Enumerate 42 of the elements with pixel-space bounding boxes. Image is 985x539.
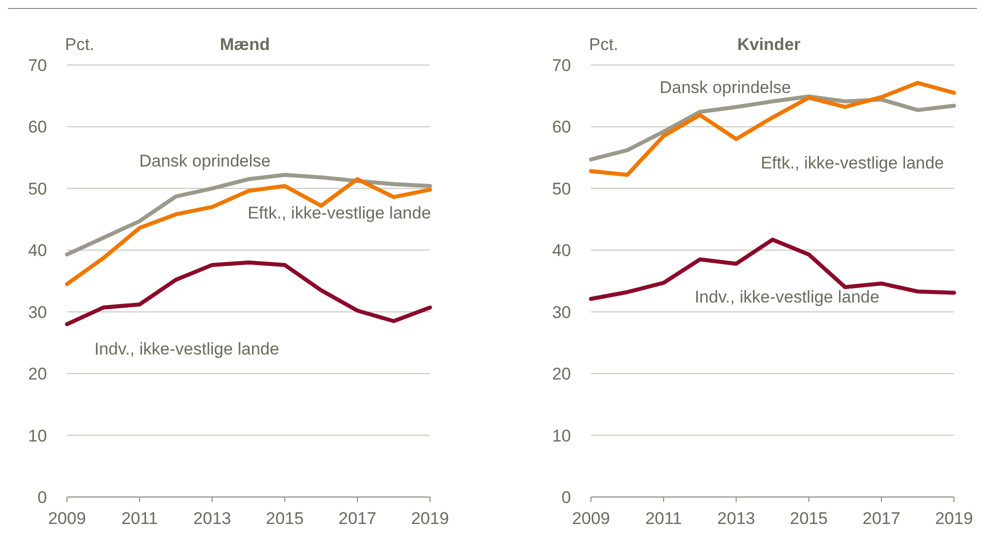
y-tick-label: 40 bbox=[28, 241, 47, 260]
y-tick-label: 50 bbox=[552, 179, 571, 198]
series-label: Eftk., ikke-vestlige lande bbox=[248, 203, 431, 222]
chart-title: Mænd bbox=[220, 35, 270, 54]
y-tick-label: 20 bbox=[552, 364, 571, 384]
series-label: Dansk oprindelse bbox=[139, 152, 271, 171]
y-tick-label: 60 bbox=[552, 118, 571, 137]
x-tick-label: 2019 bbox=[411, 509, 449, 528]
x-tick-label: 2015 bbox=[266, 509, 304, 528]
y-tick-label: 10 bbox=[28, 426, 47, 446]
series-label: Dansk oprindelse bbox=[660, 78, 791, 98]
y-axis-title: Pct. bbox=[65, 35, 94, 54]
x-tick-label: 2017 bbox=[862, 509, 900, 528]
y-tick-label: 20 bbox=[28, 364, 47, 384]
x-tick-label: 2013 bbox=[717, 509, 756, 528]
y-tick-label: 10 bbox=[552, 426, 571, 446]
y-tick-label: 30 bbox=[552, 302, 571, 322]
y-tick-label: 70 bbox=[552, 56, 571, 75]
x-tick-label: 2013 bbox=[193, 509, 232, 528]
series-label: Indv., ikke-vestlige lande bbox=[694, 288, 880, 307]
x-tick-label: 2019 bbox=[935, 509, 973, 528]
x-tick-label: 2017 bbox=[338, 509, 376, 528]
series-label: Indv., ikke-vestlige lande bbox=[94, 339, 280, 358]
x-tick-label: 2009 bbox=[48, 509, 86, 528]
line-series bbox=[65, 260, 432, 326]
x-tick-label: 2009 bbox=[572, 509, 610, 528]
y-axis-title: Pct. bbox=[589, 35, 618, 54]
y-tick-label: 60 bbox=[28, 118, 47, 137]
line-series bbox=[65, 172, 432, 256]
line-series bbox=[589, 80, 956, 177]
y-tick-label: 0 bbox=[562, 488, 571, 507]
x-tick-label: 2015 bbox=[790, 509, 828, 528]
y-tick-label: 70 bbox=[28, 56, 47, 75]
y-tick-label: 50 bbox=[28, 179, 47, 198]
line-series bbox=[65, 177, 432, 286]
y-tick-label: 0 bbox=[38, 488, 47, 507]
x-tick-label: 2011 bbox=[121, 509, 158, 528]
series-label: Eftk., ikke-vestlige lande bbox=[760, 154, 944, 173]
chart-title: Kvinder bbox=[737, 35, 801, 54]
y-tick-label: 40 bbox=[552, 241, 571, 260]
y-tick-label: 30 bbox=[28, 302, 47, 322]
x-tick-label: 2011 bbox=[645, 509, 682, 528]
